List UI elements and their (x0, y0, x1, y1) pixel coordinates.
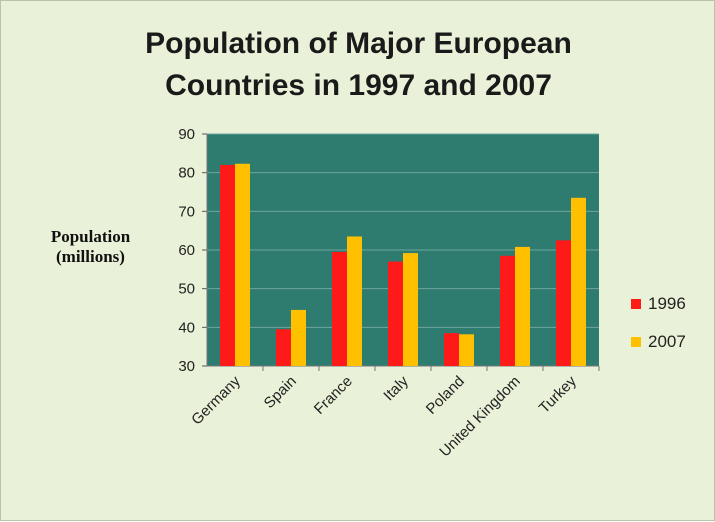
legend-item-2007: 2007 (631, 323, 686, 361)
chart-title-line-1: Population of Major European (145, 27, 572, 60)
bar-poland-2007 (459, 334, 474, 366)
legend: 1996 2007 (631, 285, 686, 361)
x-tick-label-turkey: Turkey (536, 372, 580, 416)
x-tick-label-france: France (311, 373, 356, 418)
bar-france-1996 (332, 251, 347, 366)
x-tick-label-spain: Spain (261, 373, 300, 412)
y-axis-label-line-2: (millions) (56, 247, 125, 266)
y-tick-label-90: 90 (178, 126, 195, 143)
bar-united-kingdom-1996 (500, 255, 515, 366)
y-tick-label-60: 60 (178, 242, 195, 259)
bar-italy-1996 (388, 261, 403, 366)
bar-france-2007 (347, 236, 362, 366)
x-tick-label-poland: Poland (423, 373, 468, 418)
bar-germany-2007 (235, 163, 250, 366)
legend-swatch-1996 (631, 299, 641, 309)
x-tick-label-germany: Germany (188, 372, 244, 428)
legend-label-1996: 1996 (648, 294, 686, 313)
bar-poland-1996 (444, 333, 459, 366)
legend-label-2007: 2007 (648, 332, 686, 351)
chart-title: Population of Major European Countries i… (1, 23, 715, 107)
y-tick-label-70: 70 (178, 203, 195, 220)
y-axis-label-line-1: Population (50, 227, 131, 246)
y-tick-label-50: 50 (178, 281, 195, 298)
x-tick-label-italy: Italy (380, 372, 412, 404)
bar-spain-1996 (276, 329, 291, 366)
legend-item-1996: 1996 (631, 285, 686, 323)
y-tick-label-30: 30 (178, 358, 195, 375)
bar-germany-1996 (220, 164, 235, 366)
bar-united-kingdom-2007 (515, 246, 530, 366)
y-tick-label-40: 40 (178, 319, 195, 336)
y-axis-label: Population (millions) (23, 227, 158, 267)
bar-spain-2007 (291, 309, 306, 366)
bar-turkey-2007 (571, 197, 586, 366)
y-tick-label-80: 80 (178, 165, 195, 182)
legend-swatch-2007 (631, 337, 641, 347)
bar-turkey-1996 (556, 240, 571, 366)
chart-title-line-2: Countries in 1997 and 2007 (165, 69, 552, 102)
bar-italy-2007 (403, 253, 418, 366)
